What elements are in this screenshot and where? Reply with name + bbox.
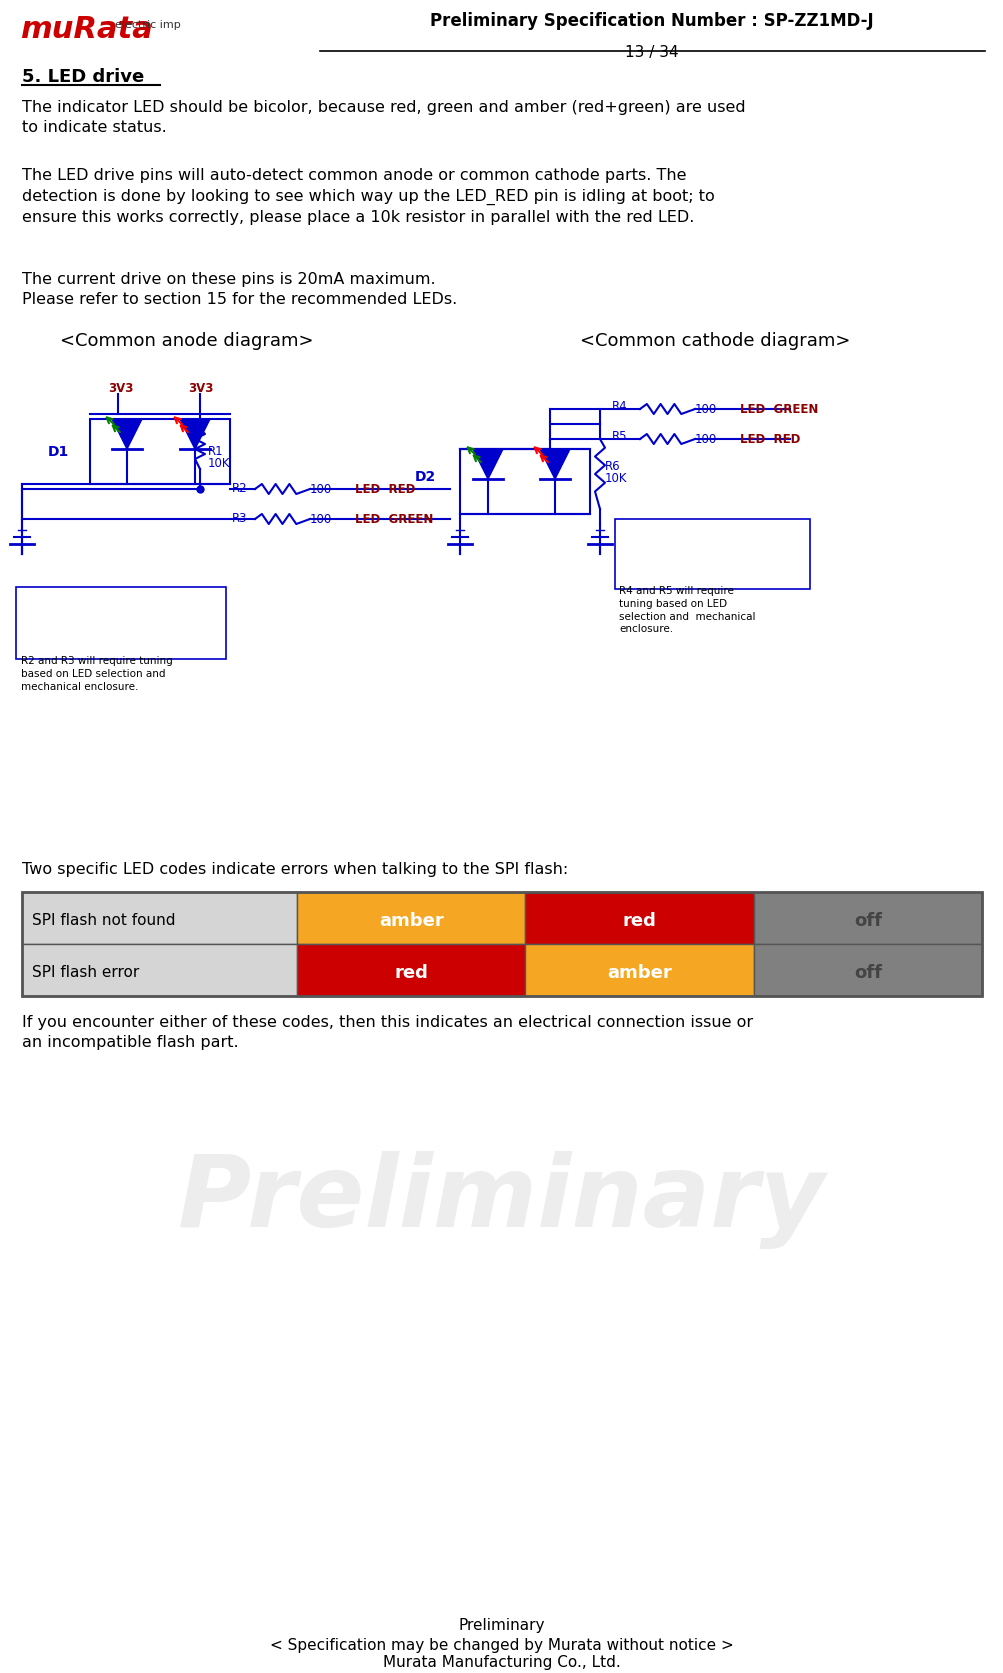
Text: 100: 100 — [310, 483, 332, 495]
Text: off: off — [853, 912, 881, 930]
Polygon shape — [540, 450, 570, 480]
Bar — [753, 945, 981, 997]
Bar — [297, 945, 525, 997]
Text: R2 and R3 will require tuning
based on LED selection and
mechanical enclosure.: R2 and R3 will require tuning based on L… — [21, 656, 173, 691]
Text: 10K: 10K — [605, 472, 627, 485]
Text: SPI flash not found: SPI flash not found — [32, 913, 176, 929]
Text: 13 / 34: 13 / 34 — [625, 45, 678, 60]
Text: 5. LED drive: 5. LED drive — [22, 69, 144, 85]
Text: LED  GREEN: LED GREEN — [355, 512, 433, 525]
Text: If you encounter either of these codes, then this indicates an electrical connec: If you encounter either of these codes, … — [22, 1014, 752, 1049]
Bar — [90, 420, 230, 485]
Text: R5: R5 — [612, 430, 627, 443]
Text: LED  RED: LED RED — [739, 433, 799, 445]
Text: The current drive on these pins is 20mA maximum.
Please refer to section 15 for : The current drive on these pins is 20mA … — [22, 271, 456, 308]
Text: muRata: muRata — [20, 15, 152, 43]
Polygon shape — [112, 420, 141, 450]
Text: R6: R6 — [605, 460, 620, 473]
Text: Preliminary: Preliminary — [458, 1618, 545, 1633]
Bar — [22, 892, 981, 997]
Text: <Common anode diagram>: <Common anode diagram> — [60, 331, 313, 350]
Bar — [525, 945, 753, 997]
Polygon shape — [180, 420, 210, 450]
Text: off: off — [853, 964, 881, 982]
Text: D1: D1 — [48, 445, 69, 458]
Text: SPI flash error: SPI flash error — [32, 965, 139, 980]
Text: red: red — [394, 964, 427, 982]
Bar — [459, 450, 590, 515]
Text: D2: D2 — [414, 470, 436, 483]
Text: 100: 100 — [694, 433, 716, 445]
Text: R4 and R5 will require
tuning based on LED
selection and  mechanical
enclosure.: R4 and R5 will require tuning based on L… — [619, 586, 754, 634]
Polygon shape — [472, 450, 503, 480]
Bar — [297, 892, 525, 945]
Text: Preliminary Specification Number : SP-ZZ1MD-J: Preliminary Specification Number : SP-ZZ… — [429, 12, 873, 30]
Bar — [753, 892, 981, 945]
Text: 100: 100 — [694, 403, 716, 417]
Text: R4: R4 — [612, 400, 627, 413]
Text: 10K: 10K — [208, 457, 231, 470]
Text: electric imp: electric imp — [115, 20, 181, 30]
Text: <Common cathode diagram>: <Common cathode diagram> — [580, 331, 850, 350]
Text: R2: R2 — [232, 482, 248, 495]
Text: amber: amber — [378, 912, 443, 930]
Text: The LED drive pins will auto-detect common anode or common cathode parts. The
de: The LED drive pins will auto-detect comm… — [22, 167, 714, 224]
Text: R1: R1 — [208, 445, 224, 458]
Text: 3V3: 3V3 — [188, 381, 214, 395]
Text: LED  RED: LED RED — [355, 483, 415, 495]
Text: Murata Manufacturing Co., Ltd.: Murata Manufacturing Co., Ltd. — [383, 1655, 620, 1670]
Text: amber: amber — [607, 964, 671, 982]
Bar — [22, 945, 297, 997]
Bar — [615, 520, 809, 589]
Bar — [16, 587, 226, 659]
Text: 3V3: 3V3 — [108, 381, 133, 395]
Text: red: red — [622, 912, 656, 930]
Text: 100: 100 — [310, 512, 332, 525]
Bar — [525, 892, 753, 945]
Text: R3: R3 — [232, 512, 248, 525]
Text: Preliminary: Preliminary — [178, 1151, 825, 1248]
Text: The indicator LED should be bicolor, because red, green and amber (red+green) ar: The indicator LED should be bicolor, bec… — [22, 100, 745, 136]
Bar — [22, 892, 297, 945]
Text: LED  GREEN: LED GREEN — [739, 403, 817, 417]
Text: Two specific LED codes indicate errors when talking to the SPI flash:: Two specific LED codes indicate errors w… — [22, 862, 568, 877]
Text: < Specification may be changed by Murata without notice >: < Specification may be changed by Murata… — [270, 1636, 733, 1651]
